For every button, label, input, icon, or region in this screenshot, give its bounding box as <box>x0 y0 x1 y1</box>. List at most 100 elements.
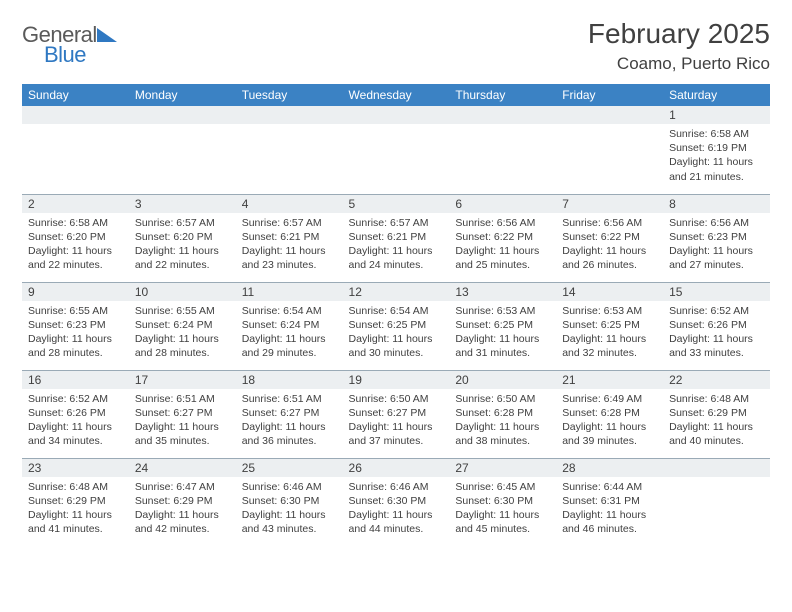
logo-line2: Blue <box>22 44 97 66</box>
day-number: 13 <box>449 283 556 301</box>
calendar-cell: 20Sunrise: 6:50 AMSunset: 6:28 PMDayligh… <box>449 370 556 458</box>
calendar-cell <box>129 106 236 194</box>
day-body: Sunrise: 6:51 AMSunset: 6:27 PMDaylight:… <box>236 389 343 453</box>
sunset-text: Sunset: 6:27 PM <box>242 406 337 420</box>
calendar-cell <box>663 458 770 546</box>
day-body: Sunrise: 6:53 AMSunset: 6:25 PMDaylight:… <box>556 301 663 365</box>
sunset-text: Sunset: 6:31 PM <box>562 494 657 508</box>
sunrise-text: Sunrise: 6:58 AM <box>28 216 123 230</box>
calendar-cell: 11Sunrise: 6:54 AMSunset: 6:24 PMDayligh… <box>236 282 343 370</box>
calendar-cell: 17Sunrise: 6:51 AMSunset: 6:27 PMDayligh… <box>129 370 236 458</box>
calendar-cell: 9Sunrise: 6:55 AMSunset: 6:23 PMDaylight… <box>22 282 129 370</box>
day-number: 25 <box>236 459 343 477</box>
day-body: Sunrise: 6:53 AMSunset: 6:25 PMDaylight:… <box>449 301 556 365</box>
day-number: 16 <box>22 371 129 389</box>
day-body <box>236 124 343 131</box>
sunset-text: Sunset: 6:24 PM <box>135 318 230 332</box>
day-number: 7 <box>556 195 663 213</box>
day-number: 22 <box>663 371 770 389</box>
day-body: Sunrise: 6:54 AMSunset: 6:24 PMDaylight:… <box>236 301 343 365</box>
sunrise-text: Sunrise: 6:53 AM <box>562 304 657 318</box>
sunset-text: Sunset: 6:25 PM <box>349 318 444 332</box>
sunset-text: Sunset: 6:21 PM <box>242 230 337 244</box>
calendar-row: 2Sunrise: 6:58 AMSunset: 6:20 PMDaylight… <box>22 194 770 282</box>
sunrise-text: Sunrise: 6:44 AM <box>562 480 657 494</box>
weekday-header: Wednesday <box>343 84 450 106</box>
sunset-text: Sunset: 6:23 PM <box>28 318 123 332</box>
day-body <box>129 124 236 131</box>
day-body: Sunrise: 6:49 AMSunset: 6:28 PMDaylight:… <box>556 389 663 453</box>
daylight-text: Daylight: 11 hours and 21 minutes. <box>669 155 764 183</box>
day-number: 18 <box>236 371 343 389</box>
sunrise-text: Sunrise: 6:48 AM <box>28 480 123 494</box>
daylight-text: Daylight: 11 hours and 27 minutes. <box>669 244 764 272</box>
daylight-text: Daylight: 11 hours and 30 minutes. <box>349 332 444 360</box>
daylight-text: Daylight: 11 hours and 25 minutes. <box>455 244 550 272</box>
daylight-text: Daylight: 11 hours and 24 minutes. <box>349 244 444 272</box>
day-number: 26 <box>343 459 450 477</box>
sunrise-text: Sunrise: 6:56 AM <box>455 216 550 230</box>
logo-triangle-icon <box>97 28 117 42</box>
weekday-header: Monday <box>129 84 236 106</box>
sunrise-text: Sunrise: 6:45 AM <box>455 480 550 494</box>
calendar-cell: 3Sunrise: 6:57 AMSunset: 6:20 PMDaylight… <box>129 194 236 282</box>
weekday-header: Friday <box>556 84 663 106</box>
title-block: February 2025 Coamo, Puerto Rico <box>588 18 770 74</box>
sunrise-text: Sunrise: 6:46 AM <box>349 480 444 494</box>
sunset-text: Sunset: 6:26 PM <box>28 406 123 420</box>
day-number: 11 <box>236 283 343 301</box>
calendar-cell: 1Sunrise: 6:58 AMSunset: 6:19 PMDaylight… <box>663 106 770 194</box>
day-body: Sunrise: 6:48 AMSunset: 6:29 PMDaylight:… <box>22 477 129 541</box>
daylight-text: Daylight: 11 hours and 44 minutes. <box>349 508 444 536</box>
day-body: Sunrise: 6:57 AMSunset: 6:20 PMDaylight:… <box>129 213 236 277</box>
calendar-cell: 27Sunrise: 6:45 AMSunset: 6:30 PMDayligh… <box>449 458 556 546</box>
daylight-text: Daylight: 11 hours and 41 minutes. <box>28 508 123 536</box>
weekday-header: Tuesday <box>236 84 343 106</box>
daylight-text: Daylight: 11 hours and 35 minutes. <box>135 420 230 448</box>
calendar-cell: 10Sunrise: 6:55 AMSunset: 6:24 PMDayligh… <box>129 282 236 370</box>
calendar-cell: 26 Sunrise: 6:46 AMSunset: 6:30 PMDayligh… <box>343 458 450 546</box>
day-body: Sunrise: 6:56 AMSunset: 6:22 PMDaylight:… <box>556 213 663 277</box>
day-number <box>556 106 663 124</box>
day-body: Sunrise: 6:47 AMSunset: 6:29 PMDaylight:… <box>129 477 236 541</box>
day-body: Sunrise: 6:52 AMSunset: 6:26 PMDaylight:… <box>22 389 129 453</box>
day-body: Sunrise: 6:50 AMSunset: 6:28 PMDaylight:… <box>449 389 556 453</box>
day-number: 21 <box>556 371 663 389</box>
daylight-text: Daylight: 11 hours and 28 minutes. <box>135 332 230 360</box>
day-body: Sunrise: 6:46 AMSunset: 6:30 PMDaylight:… <box>236 477 343 541</box>
weekday-header: Saturday <box>663 84 770 106</box>
day-number: 23 <box>22 459 129 477</box>
day-number: 6 <box>449 195 556 213</box>
page-header: General Blue February 2025 Coamo, Puerto… <box>22 18 770 74</box>
calendar-cell: 19Sunrise: 6:50 AMSunset: 6:27 PMDayligh… <box>343 370 450 458</box>
calendar-cell: 15Sunrise: 6:52 AMSunset: 6:26 PMDayligh… <box>663 282 770 370</box>
day-number: 24 <box>129 459 236 477</box>
daylight-text: Daylight: 11 hours and 31 minutes. <box>455 332 550 360</box>
day-number <box>343 106 450 124</box>
calendar-cell: 18Sunrise: 6:51 AMSunset: 6:27 PMDayligh… <box>236 370 343 458</box>
day-number <box>449 106 556 124</box>
day-body <box>449 124 556 131</box>
daylight-text: Daylight: 11 hours and 33 minutes. <box>669 332 764 360</box>
day-number: 4 <box>236 195 343 213</box>
calendar-table: SundayMondayTuesdayWednesdayThursdayFrid… <box>22 84 770 546</box>
day-body: Sunrise: 6:56 AMSunset: 6:23 PMDaylight:… <box>663 213 770 277</box>
day-number: 17 <box>129 371 236 389</box>
sunrise-text: Sunrise: 6:54 AM <box>349 304 444 318</box>
calendar-cell: 6Sunrise: 6:56 AMSunset: 6:22 PMDaylight… <box>449 194 556 282</box>
sunset-text: Sunset: 6:30 PM <box>455 494 550 508</box>
day-number <box>129 106 236 124</box>
sunrise-text: Sunrise: 6:58 AM <box>669 127 764 141</box>
day-number: 2 <box>22 195 129 213</box>
sunset-text: Sunset: 6:29 PM <box>669 406 764 420</box>
daylight-text: Daylight: 11 hours and 45 minutes. <box>455 508 550 536</box>
sunrise-text: Sunrise: 6:56 AM <box>669 216 764 230</box>
calendar-cell <box>22 106 129 194</box>
day-number: 8 <box>663 195 770 213</box>
calendar-cell: 12Sunrise: 6:54 AMSunset: 6:25 PMDayligh… <box>343 282 450 370</box>
sunset-text: Sunset: 6:30 PM <box>349 494 444 508</box>
sunset-text: Sunset: 6:29 PM <box>28 494 123 508</box>
sunset-text: Sunset: 6:28 PM <box>562 406 657 420</box>
day-number: 28 <box>556 459 663 477</box>
sunrise-text: Sunrise: 6:48 AM <box>669 392 764 406</box>
